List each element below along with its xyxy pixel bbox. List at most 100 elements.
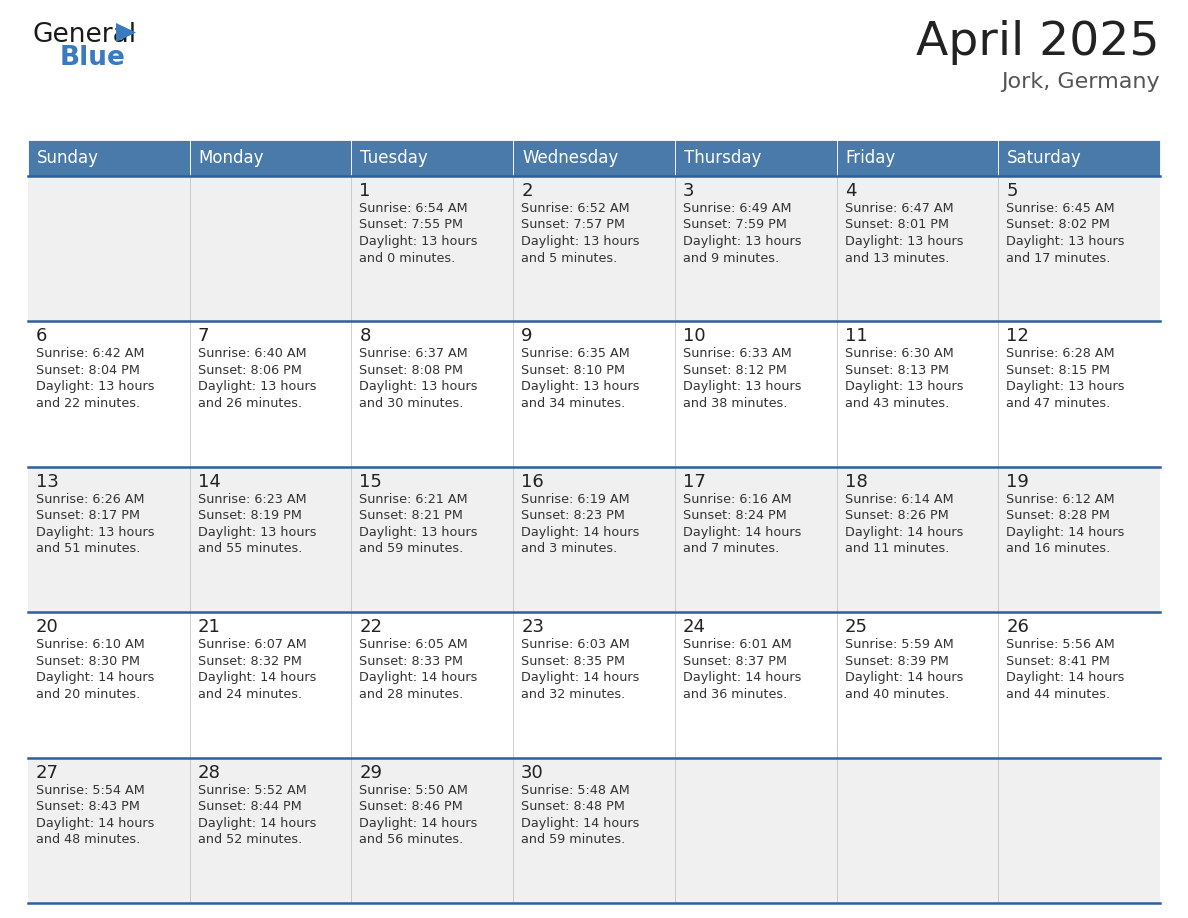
Text: Sunday: Sunday	[37, 149, 99, 167]
Text: Jork, Germany: Jork, Germany	[1001, 72, 1159, 92]
Text: Daylight: 13 hours: Daylight: 13 hours	[197, 526, 316, 539]
Bar	[29, 176, 1159, 321]
Text: and 38 minutes.: and 38 minutes.	[683, 397, 788, 410]
Text: 22: 22	[360, 618, 383, 636]
Text: Sunrise: 6:47 AM: Sunrise: 6:47 AM	[845, 202, 953, 215]
Text: 4: 4	[845, 182, 857, 200]
Text: Daylight: 14 hours: Daylight: 14 hours	[1006, 526, 1125, 539]
Text: Daylight: 13 hours: Daylight: 13 hours	[1006, 380, 1125, 394]
Text: and 5 minutes.: and 5 minutes.	[522, 252, 618, 264]
Text: and 32 minutes.: and 32 minutes.	[522, 688, 625, 700]
Text: Sunset: 8:04 PM: Sunset: 8:04 PM	[36, 364, 140, 377]
Text: Sunset: 8:32 PM: Sunset: 8:32 PM	[197, 655, 302, 667]
Text: 3: 3	[683, 182, 694, 200]
Text: 28: 28	[197, 764, 221, 781]
Text: and 52 minutes.: and 52 minutes.	[197, 834, 302, 846]
Text: Sunrise: 6:19 AM: Sunrise: 6:19 AM	[522, 493, 630, 506]
Bar	[29, 466, 1159, 612]
Text: Daylight: 14 hours: Daylight: 14 hours	[845, 526, 963, 539]
Text: 25: 25	[845, 618, 867, 636]
Text: 8: 8	[360, 328, 371, 345]
Bar	[998, 140, 1159, 176]
Bar	[352, 140, 513, 176]
Text: Sunset: 8:35 PM: Sunset: 8:35 PM	[522, 655, 625, 667]
Text: Wednesday: Wednesday	[523, 149, 619, 167]
Text: 14: 14	[197, 473, 221, 491]
Text: and 40 minutes.: and 40 minutes.	[845, 688, 949, 700]
Text: Sunrise: 6:16 AM: Sunrise: 6:16 AM	[683, 493, 791, 506]
Text: 7: 7	[197, 328, 209, 345]
Text: Monday: Monday	[198, 149, 264, 167]
Text: Sunset: 8:01 PM: Sunset: 8:01 PM	[845, 218, 948, 231]
Bar	[675, 140, 836, 176]
Text: Sunrise: 6:23 AM: Sunrise: 6:23 AM	[197, 493, 307, 506]
Text: 21: 21	[197, 618, 221, 636]
Text: Sunrise: 6:52 AM: Sunrise: 6:52 AM	[522, 202, 630, 215]
Text: and 9 minutes.: and 9 minutes.	[683, 252, 779, 264]
Text: Sunrise: 6:37 AM: Sunrise: 6:37 AM	[360, 347, 468, 361]
Text: Thursday: Thursday	[684, 149, 762, 167]
Text: 6: 6	[36, 328, 48, 345]
Text: Daylight: 14 hours: Daylight: 14 hours	[360, 817, 478, 830]
Text: Daylight: 14 hours: Daylight: 14 hours	[522, 671, 639, 684]
Text: Sunrise: 5:56 AM: Sunrise: 5:56 AM	[1006, 638, 1116, 651]
Text: Sunrise: 6:30 AM: Sunrise: 6:30 AM	[845, 347, 953, 361]
Text: Sunset: 8:15 PM: Sunset: 8:15 PM	[1006, 364, 1111, 377]
Text: 23: 23	[522, 618, 544, 636]
Text: Daylight: 13 hours: Daylight: 13 hours	[683, 380, 802, 394]
Text: Sunrise: 6:35 AM: Sunrise: 6:35 AM	[522, 347, 630, 361]
Text: Sunrise: 5:48 AM: Sunrise: 5:48 AM	[522, 784, 630, 797]
Bar	[190, 140, 352, 176]
Text: Daylight: 14 hours: Daylight: 14 hours	[845, 671, 963, 684]
Text: Sunrise: 5:59 AM: Sunrise: 5:59 AM	[845, 638, 953, 651]
Text: Sunrise: 6:01 AM: Sunrise: 6:01 AM	[683, 638, 791, 651]
Text: and 7 minutes.: and 7 minutes.	[683, 543, 779, 555]
Text: 13: 13	[36, 473, 59, 491]
Text: Sunrise: 6:07 AM: Sunrise: 6:07 AM	[197, 638, 307, 651]
Text: Daylight: 14 hours: Daylight: 14 hours	[197, 671, 316, 684]
Text: Sunrise: 6:33 AM: Sunrise: 6:33 AM	[683, 347, 791, 361]
Text: Sunrise: 6:21 AM: Sunrise: 6:21 AM	[360, 493, 468, 506]
Text: and 44 minutes.: and 44 minutes.	[1006, 688, 1111, 700]
Text: and 0 minutes.: and 0 minutes.	[360, 252, 456, 264]
Text: Friday: Friday	[846, 149, 896, 167]
Bar	[29, 321, 1159, 466]
Text: Sunset: 8:12 PM: Sunset: 8:12 PM	[683, 364, 786, 377]
Text: Sunset: 8:21 PM: Sunset: 8:21 PM	[360, 509, 463, 522]
Text: Daylight: 13 hours: Daylight: 13 hours	[1006, 235, 1125, 248]
Text: and 34 minutes.: and 34 minutes.	[522, 397, 625, 410]
Text: Sunset: 8:24 PM: Sunset: 8:24 PM	[683, 509, 786, 522]
Text: Sunrise: 6:40 AM: Sunrise: 6:40 AM	[197, 347, 307, 361]
Text: 26: 26	[1006, 618, 1029, 636]
Text: and 48 minutes.: and 48 minutes.	[36, 834, 140, 846]
Text: Sunrise: 6:26 AM: Sunrise: 6:26 AM	[36, 493, 145, 506]
Text: Sunset: 7:55 PM: Sunset: 7:55 PM	[360, 218, 463, 231]
Text: Sunset: 8:02 PM: Sunset: 8:02 PM	[1006, 218, 1110, 231]
Text: Daylight: 13 hours: Daylight: 13 hours	[36, 526, 154, 539]
Text: General: General	[33, 22, 137, 48]
Text: and 3 minutes.: and 3 minutes.	[522, 543, 618, 555]
Text: 11: 11	[845, 328, 867, 345]
Text: and 28 minutes.: and 28 minutes.	[360, 688, 463, 700]
Text: Daylight: 13 hours: Daylight: 13 hours	[360, 526, 478, 539]
Text: 18: 18	[845, 473, 867, 491]
Text: Sunrise: 6:28 AM: Sunrise: 6:28 AM	[1006, 347, 1114, 361]
Text: and 24 minutes.: and 24 minutes.	[197, 688, 302, 700]
Text: and 51 minutes.: and 51 minutes.	[36, 543, 140, 555]
Text: and 59 minutes.: and 59 minutes.	[360, 543, 463, 555]
Text: Saturday: Saturday	[1007, 149, 1082, 167]
Text: Daylight: 13 hours: Daylight: 13 hours	[845, 380, 963, 394]
Text: 12: 12	[1006, 328, 1029, 345]
Text: and 22 minutes.: and 22 minutes.	[36, 397, 140, 410]
Text: Daylight: 14 hours: Daylight: 14 hours	[522, 817, 639, 830]
Text: and 55 minutes.: and 55 minutes.	[197, 543, 302, 555]
Text: Sunset: 7:57 PM: Sunset: 7:57 PM	[522, 218, 625, 231]
Text: Sunset: 8:08 PM: Sunset: 8:08 PM	[360, 364, 463, 377]
Text: Sunset: 7:59 PM: Sunset: 7:59 PM	[683, 218, 786, 231]
Text: and 26 minutes.: and 26 minutes.	[197, 397, 302, 410]
Text: Sunset: 8:30 PM: Sunset: 8:30 PM	[36, 655, 140, 667]
Text: 9: 9	[522, 328, 532, 345]
Bar	[836, 140, 998, 176]
Text: and 43 minutes.: and 43 minutes.	[845, 397, 949, 410]
Text: Sunrise: 6:05 AM: Sunrise: 6:05 AM	[360, 638, 468, 651]
